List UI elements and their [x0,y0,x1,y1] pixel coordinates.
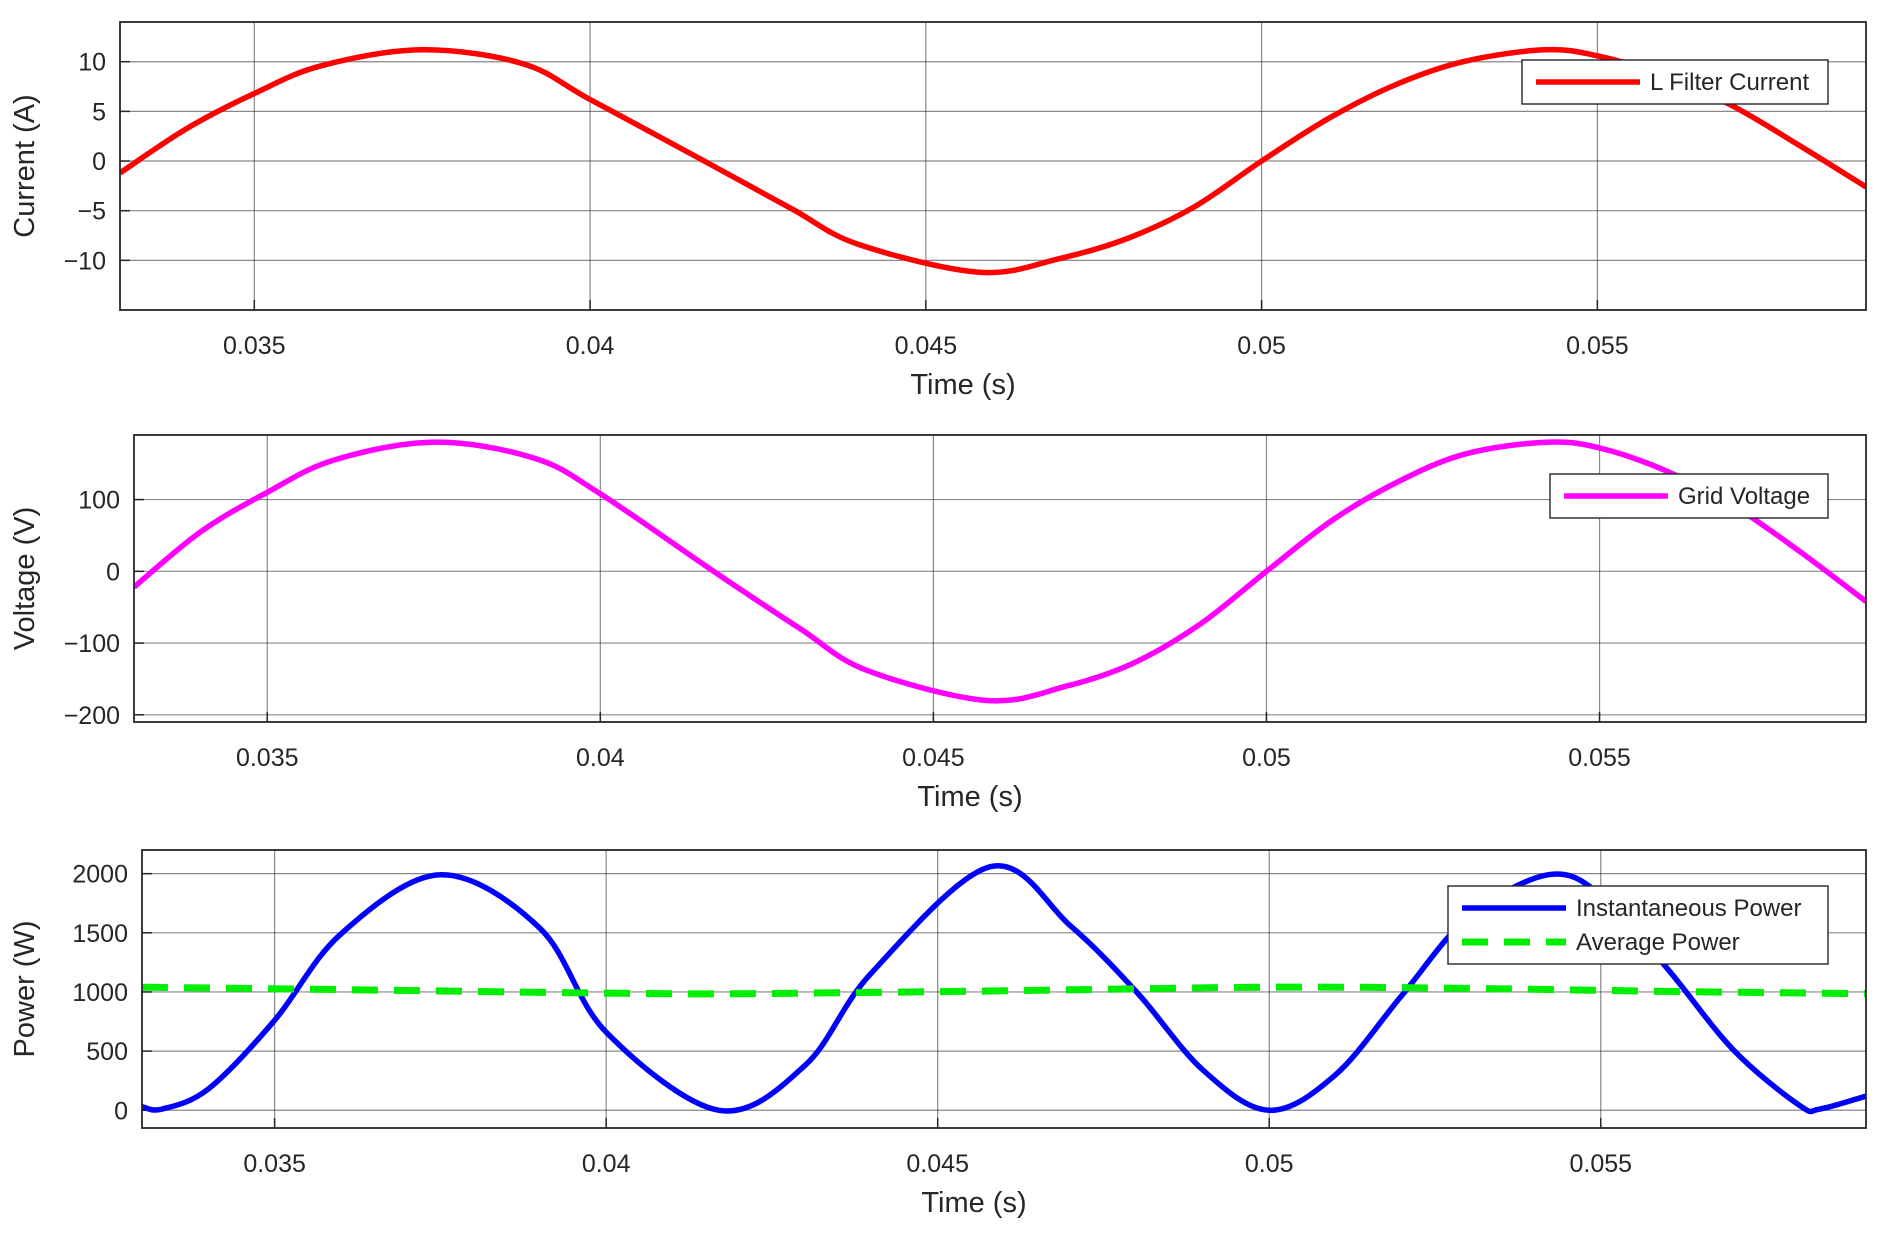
x-tick-label: 0.035 [236,744,299,772]
chart-panel-2: 0.035 0.04 0.045 0.05 0.055 100 0 −100 −200 Time … [9,434,1867,813]
axes-box [141,849,1867,1129]
x-tick-label: 0.055 [1566,332,1629,360]
legend-label: Grid Voltage [1678,483,1810,510]
y-tick-label: 10 [78,49,106,77]
legend: Instantaneous Power Average Power [1447,885,1829,965]
legend: Grid Voltage [1549,473,1829,519]
x-tick-label: 0.05 [1245,1150,1294,1178]
x-axis-label: Time (s) [910,369,1015,401]
y-tick-label: 500 [86,1038,128,1066]
x-tick-label: 0.045 [902,744,965,772]
y-tick-label: −5 [77,198,106,226]
series-l-filter-current [120,46,1866,276]
x-tick-label: 0.05 [1242,744,1291,772]
x-axis-label: Time (s) [921,1187,1026,1219]
y-axis-label: Current (A) [9,94,41,237]
legend: L Filter Current [1521,59,1829,105]
y-tick-label: −10 [64,247,106,275]
x-tick-label: 0.055 [1569,1150,1632,1178]
legend-label: Average Power [1576,929,1740,956]
axes-box [119,21,1867,311]
y-tick-label: −100 [64,630,120,658]
x-tick-label: 0.045 [895,332,958,360]
y-tick-label: 5 [92,98,106,126]
x-tick-label: 0.035 [243,1150,306,1178]
y-axis-label: Voltage (V) [9,507,41,650]
series-grid-voltage [134,439,1866,704]
chart-panel-3: 0.035 0.04 0.045 0.05 0.055 2000 1500 1000 500 0 T… [9,849,1867,1219]
chart-panel-1: 0.035 0.04 0.045 0.05 0.055 10 5 0 −5 −10 Time (s)… [9,21,1867,401]
y-tick-label: 0 [106,558,120,586]
y-tick-label: 0 [92,148,106,176]
y-tick-label: 100 [78,487,120,515]
legend-box [1447,885,1829,965]
x-tick-label: 0.035 [223,332,286,360]
x-tick-label: 0.04 [582,1150,631,1178]
y-tick-label: 1000 [72,979,128,1007]
y-tick-label: 0 [114,1097,128,1125]
y-axis-label: Power (W) [9,921,41,1058]
y-tick-label: 1500 [72,920,128,948]
x-tick-label: 0.05 [1237,332,1286,360]
x-axis-label: Time (s) [917,781,1022,813]
series-average-power [142,983,1866,998]
x-tick-label: 0.055 [1568,744,1631,772]
y-tick-label: −200 [64,702,120,730]
axes-box [133,434,1867,723]
x-tick-label: 0.045 [906,1150,969,1178]
x-tick-label: 0.04 [576,744,625,772]
legend-label: L Filter Current [1650,69,1809,96]
legend-label: Instantaneous Power [1576,895,1801,922]
x-tick-label: 0.04 [566,332,615,360]
y-tick-label: 2000 [72,861,128,889]
